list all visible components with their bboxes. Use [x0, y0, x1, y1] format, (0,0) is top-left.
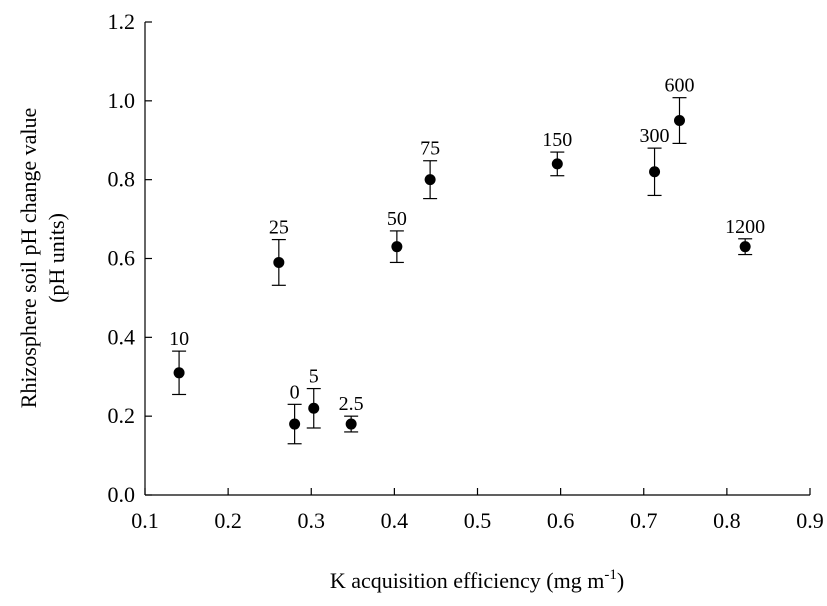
data-point — [308, 402, 320, 414]
x-tick-label: 0.8 — [713, 508, 741, 533]
x-axis-title-superscript: -1 — [604, 567, 617, 583]
x-tick-label: 0.5 — [464, 508, 492, 533]
data-point-group: 75 — [420, 138, 440, 200]
data-point-group: 150 — [542, 129, 572, 177]
data-point — [391, 241, 403, 253]
data-point-group: 1200 — [725, 216, 765, 256]
data-point — [273, 256, 285, 268]
data-label: 5 — [309, 366, 319, 388]
data-point-group: 600 — [664, 75, 694, 145]
y-axis-title-line1: Rhizosphere soil pH change value — [16, 108, 41, 409]
x-tick-label: 0.7 — [630, 508, 658, 533]
x-ticks: 0.1 0.2 0.3 0.4 0.5 0.6 0.7 0.8 0.9 — [131, 488, 824, 533]
data-point-group: 2.5 — [339, 393, 364, 433]
y-tick-label: 0.8 — [108, 167, 136, 192]
data-label: 50 — [387, 208, 407, 230]
x-tick-label: 0.3 — [298, 508, 326, 533]
data-label: 150 — [542, 129, 572, 151]
x-tick-label: 0.2 — [214, 508, 242, 533]
data-label: 2.5 — [339, 393, 364, 415]
data-point — [173, 367, 185, 379]
data-point — [551, 158, 563, 170]
data-point-group: 10 — [169, 328, 189, 396]
y-tick-label: 0.2 — [108, 403, 136, 428]
data-point — [649, 166, 661, 178]
data-point-group: 300 — [640, 125, 670, 197]
data-label: 0 — [290, 381, 300, 403]
data-label: 10 — [169, 328, 189, 350]
data-point-group: 25 — [269, 217, 289, 286]
data-point — [673, 115, 685, 127]
data-label: 600 — [664, 75, 694, 97]
data-points: 10 25 05 2.5 50 75 150 300 600 1200 — [169, 75, 765, 445]
data-point — [424, 174, 436, 186]
data-label: 75 — [420, 138, 440, 160]
data-point — [739, 241, 751, 253]
y-tick-label: 0.0 — [108, 482, 136, 507]
x-axis-title-suffix: ) — [617, 568, 624, 593]
data-label: 25 — [269, 217, 289, 239]
y-tick-label: 1.0 — [108, 88, 136, 113]
data-label: 300 — [640, 125, 670, 147]
data-point-group: 5 — [306, 366, 321, 429]
y-tick-label: 0.4 — [108, 324, 136, 349]
y-tick-label: 0.6 — [108, 246, 136, 271]
x-tick-label: 0.6 — [547, 508, 575, 533]
data-point-group: 50 — [387, 208, 407, 264]
axes — [144, 22, 810, 496]
y-tick-label: 1.2 — [108, 9, 136, 34]
x-tick-label: 0.9 — [796, 508, 824, 533]
y-axis-title: Rhizosphere soil pH change value (pH uni… — [16, 108, 69, 409]
data-point — [345, 418, 357, 430]
y-axis-title-line2: (pH units) — [44, 213, 69, 303]
x-axis-title-main: K acquisition efficiency (mg m — [330, 568, 605, 593]
x-tick-label: 0.1 — [131, 508, 159, 533]
data-point-group: 0 — [287, 381, 302, 445]
data-point — [289, 418, 301, 430]
x-tick-label: 0.4 — [381, 508, 409, 533]
x-axis-title: K acquisition efficiency (mg m-1) — [330, 567, 624, 593]
data-label: 1200 — [725, 216, 765, 238]
y-ticks: 0.0 0.2 0.4 0.6 0.8 1.0 1.2 — [108, 9, 152, 507]
